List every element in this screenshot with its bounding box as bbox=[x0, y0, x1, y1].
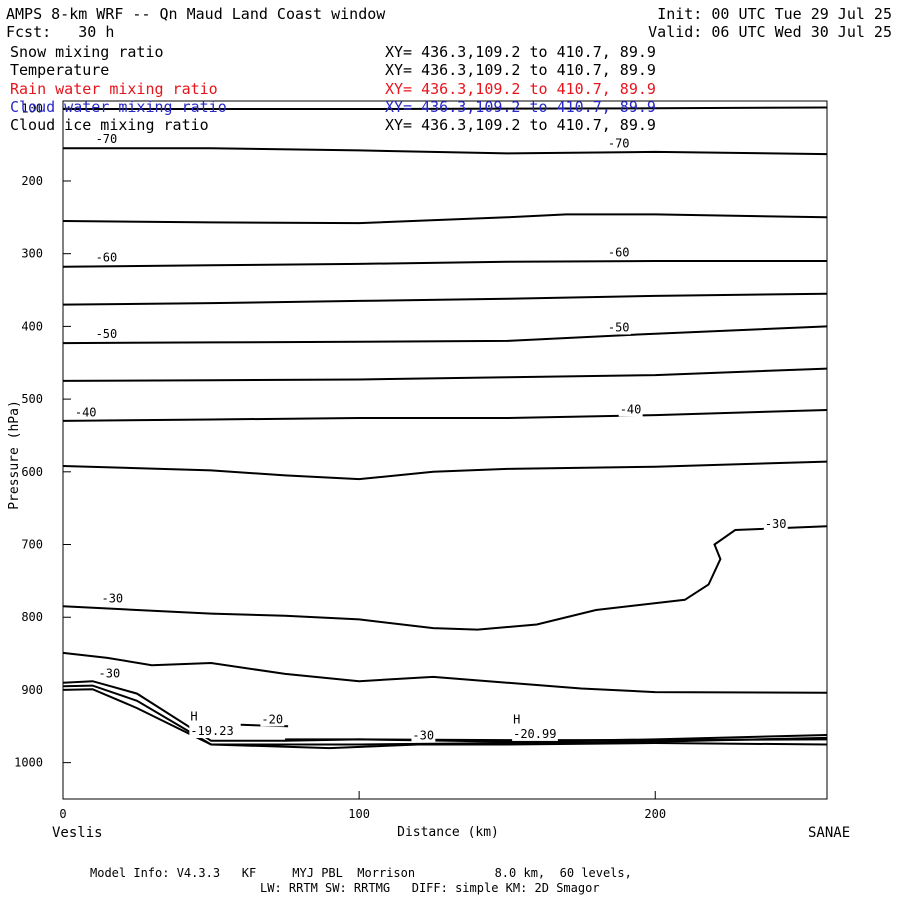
contour-label: -19.23 bbox=[190, 724, 233, 738]
legend-entry-coords: XY= 436.3,109.2 to 410.7, 89.9 bbox=[385, 116, 656, 135]
contour-label: -40 bbox=[75, 406, 97, 420]
contour-label: -70 bbox=[608, 137, 630, 151]
isotherm-contour bbox=[62, 213, 828, 225]
isotherm-contour bbox=[62, 684, 828, 746]
contour-label: -60 bbox=[96, 251, 118, 265]
legend-entry-name: Temperature bbox=[10, 61, 110, 80]
legend-entry-coords: XY= 436.3,109.2 to 410.7, 89.9 bbox=[385, 97, 656, 116]
isotherm-contour bbox=[62, 688, 828, 750]
contour-label-bg bbox=[73, 406, 98, 420]
contour-lines bbox=[62, 106, 828, 750]
x-axis-label: Distance (km) bbox=[397, 825, 499, 840]
end-location: SANAE bbox=[808, 825, 851, 841]
contour-label-bg bbox=[512, 713, 522, 727]
y-tick-label: 600 bbox=[21, 465, 43, 479]
contour-label: -30 bbox=[101, 592, 123, 606]
valid-time: Valid: 06 UTC Wed 30 Jul 25 bbox=[648, 23, 892, 41]
contour-label: -20 bbox=[261, 712, 283, 726]
x-tick-label: 0 bbox=[59, 807, 66, 821]
legend-entry-coords: XY= 436.3,109.2 to 410.7, 89.9 bbox=[385, 79, 656, 98]
y-axis-label: Pressure (hPa) bbox=[7, 400, 22, 510]
y-tick-label: 900 bbox=[21, 683, 43, 697]
contour-label: -40 bbox=[620, 403, 642, 417]
model-info-line1: Model Info: V4.3.3 KF MYJ PBL Morrison 8… bbox=[90, 866, 632, 880]
contour-label-bg bbox=[606, 246, 631, 260]
title-left: AMPS 8-km WRF -- Qn Maud Land Coast wind… bbox=[6, 5, 386, 23]
contour-label-bg bbox=[763, 517, 788, 531]
contour-label: -50 bbox=[96, 327, 118, 341]
legend-entry-coords: XY= 436.3,109.2 to 410.7, 89.9 bbox=[385, 43, 656, 61]
contour-label-bg bbox=[97, 667, 122, 681]
isotherm-contour bbox=[62, 292, 828, 306]
contour-label-bg bbox=[94, 328, 119, 342]
axis-ticks: 100 200 300 400 500 600 700 800 900 1000 0 100 200 bbox=[14, 101, 666, 821]
contour-label: -30 bbox=[99, 667, 121, 681]
contour-label-bg bbox=[189, 725, 236, 739]
contour-label-bg bbox=[606, 137, 631, 151]
contour-label: H bbox=[513, 712, 520, 726]
legend-entry-name: Cloud water mixing ratio bbox=[10, 97, 227, 116]
contour-label-bg bbox=[189, 710, 199, 724]
contour-label: -60 bbox=[608, 246, 630, 260]
contour-labels: -70 -70 -60 -60 -50 -50 -40 -40 -30 -30 -30 -30 -20 H… bbox=[73, 132, 788, 743]
legend-entry-name: Snow mixing ratio bbox=[10, 43, 164, 61]
isotherm-contour bbox=[285, 738, 828, 742]
init-time: Init: 00 UTC Tue 29 Jul 25 bbox=[657, 5, 892, 23]
y-tick-label: 300 bbox=[21, 247, 43, 261]
isotherm-contour bbox=[62, 260, 827, 268]
legend-entry-coords: XY= 436.3,109.2 to 410.7, 89.9 bbox=[385, 61, 656, 80]
isotherm-contour bbox=[62, 367, 828, 382]
contour-label: -30 bbox=[765, 517, 787, 531]
contour-label-bg bbox=[606, 321, 631, 335]
contour-label: -70 bbox=[96, 132, 118, 146]
isotherm-contour bbox=[62, 325, 828, 345]
isotherm-contour bbox=[62, 409, 828, 422]
y-tick-label: 500 bbox=[21, 392, 43, 406]
forecast-hour: Fcst: 30 h bbox=[6, 23, 115, 41]
start-location: Veslis bbox=[52, 825, 103, 841]
contour-label-bg bbox=[94, 133, 119, 147]
contour-label: -30 bbox=[412, 728, 434, 742]
plot-frame bbox=[62, 100, 828, 800]
isotherm-contour bbox=[62, 680, 828, 743]
y-tick-label: 100 bbox=[21, 101, 43, 115]
contour-label: -50 bbox=[608, 320, 630, 334]
contour-label-bg bbox=[512, 727, 558, 741]
y-tick-label: 700 bbox=[21, 538, 43, 552]
y-tick-label: 400 bbox=[21, 319, 43, 333]
isotherm-contour bbox=[63, 147, 828, 156]
contour-label: H bbox=[190, 709, 197, 723]
contour-label-bg bbox=[94, 251, 119, 265]
contour-label-bg bbox=[618, 403, 643, 417]
contour-label: -20.99 bbox=[513, 727, 556, 741]
contour-label-bg bbox=[260, 713, 285, 727]
x-tick-label: 200 bbox=[644, 807, 666, 821]
isotherm-contour bbox=[62, 460, 828, 481]
y-tick-label: 800 bbox=[21, 610, 43, 624]
isotherm-contour bbox=[62, 651, 828, 694]
contour-label-bg bbox=[100, 592, 125, 606]
legend-entry-name: Cloud ice mixing ratio bbox=[10, 116, 209, 135]
legend-entry-name: Rain water mixing ratio bbox=[10, 79, 218, 98]
y-tick-label: 200 bbox=[21, 174, 43, 188]
isotherm-contour bbox=[63, 106, 828, 110]
model-info-line2: LW: RRTM SW: RRTMG DIFF: simple KM: 2D S… bbox=[260, 881, 600, 895]
isotherm-contour bbox=[62, 525, 828, 631]
y-tick-label: 1000 bbox=[14, 756, 43, 770]
x-tick-label: 100 bbox=[348, 807, 370, 821]
contour-label-bg bbox=[411, 729, 436, 743]
